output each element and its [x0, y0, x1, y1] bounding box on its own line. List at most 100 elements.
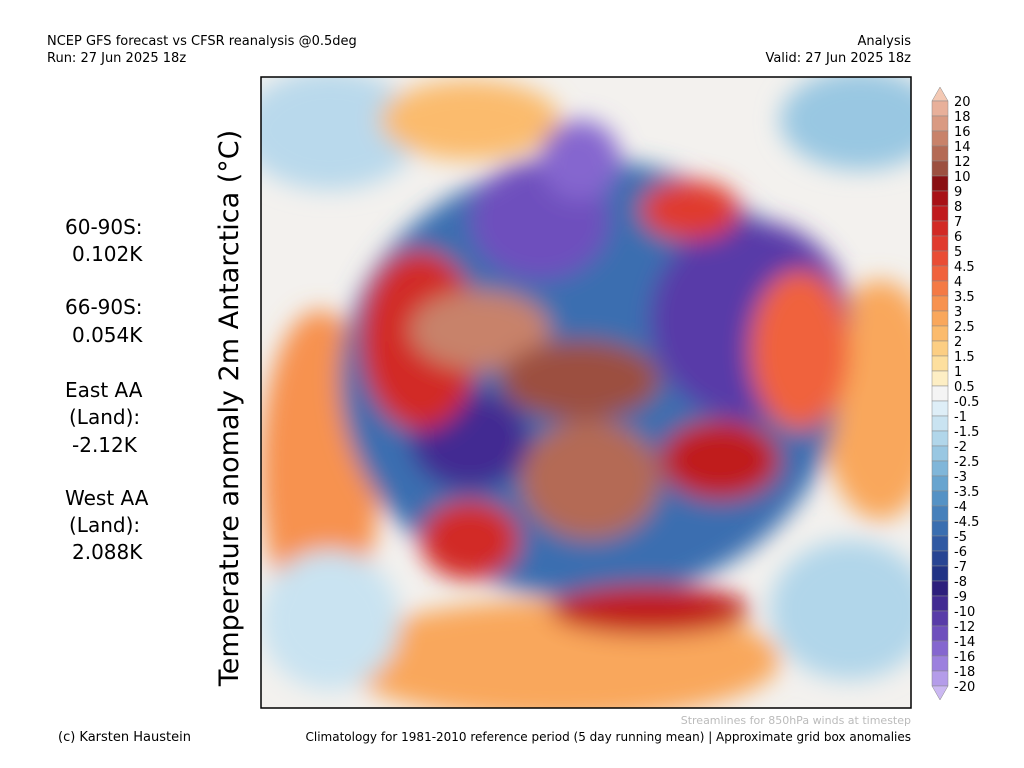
colorbar-label: 7 [954, 215, 962, 230]
valid-time: Valid: 27 Jun 2025 18z [765, 51, 911, 66]
colorbar-label: -14 [954, 635, 975, 650]
stat-line: West AA [65, 486, 149, 510]
climatology-note: Climatology for 1981-2010 reference peri… [306, 730, 912, 744]
colorbar-label: -20 [954, 680, 975, 695]
colorbar: 201816141210987654.543.532.521.510.5-0.5… [931, 86, 979, 701]
colorbar-segment [931, 190, 949, 207]
mode: Analysis [857, 34, 911, 49]
colorbar-segment [931, 490, 949, 507]
colorbar-label: 3.5 [954, 290, 975, 305]
colorbar-label: 14 [954, 140, 971, 155]
colorbar-label: 16 [954, 125, 971, 140]
colorbar-label: -8 [954, 575, 967, 590]
colorbar-segment [931, 610, 949, 627]
stat-line: -2.12K [72, 433, 138, 457]
colorbar-segment [931, 115, 949, 132]
colorbar-label: 8 [954, 200, 962, 215]
colorbar-label: -3.5 [954, 485, 979, 500]
streamline-note: Streamlines for 850hPa winds at timestep [681, 714, 911, 727]
colorbar-label: 6 [954, 230, 962, 245]
colorbar-segment [931, 505, 949, 522]
colorbar-segment [931, 130, 949, 147]
colorbar-segment [931, 250, 949, 267]
colorbar-segment [931, 400, 949, 417]
colorbar-label: -2 [954, 440, 967, 455]
colorbar-segment [931, 160, 949, 177]
stat-line: 2.088K [72, 540, 143, 564]
colorbar-segment [931, 220, 949, 237]
colorbar-segment [931, 625, 949, 642]
stat-line: 66-90S: [65, 295, 143, 319]
axis-label: Temperature anomaly 2m Antarctica (°C) [214, 130, 245, 687]
colorbar-label: 2.5 [954, 320, 975, 335]
colorbar-segment [931, 325, 949, 342]
colorbar-segment [931, 145, 949, 162]
stat-line: 0.102K [72, 242, 143, 266]
colorbar-label: -1.5 [954, 425, 979, 440]
colorbar-segment [931, 370, 949, 387]
anomaly-map [261, 77, 911, 708]
stats: 60-90S: 0.102K 66-90S: 0.054K East AA (Land):… [65, 215, 149, 564]
stat-line: (Land): [69, 513, 140, 537]
colorbar-segment [931, 595, 949, 612]
colorbar-label: 9 [954, 185, 962, 200]
stat-line: (Land): [69, 405, 140, 429]
credit: (c) Karsten Haustein [58, 730, 191, 745]
colorbar-label: -1 [954, 410, 967, 425]
colorbar-segment [931, 385, 949, 402]
colorbar-segment [931, 280, 949, 297]
colorbar-segment [931, 295, 949, 312]
colorbar-label: 12 [954, 155, 971, 170]
colorbar-segment [931, 100, 949, 117]
stat-line: 60-90S: [65, 215, 143, 239]
colorbar-label: 0.5 [954, 380, 975, 395]
colorbar-segment [931, 475, 949, 492]
colorbar-label: 5 [954, 245, 962, 260]
colorbar-label: 10 [954, 170, 971, 185]
title: NCEP GFS forecast vs CFSR reanalysis @0.… [47, 34, 357, 49]
colorbar-label: 20 [954, 95, 971, 110]
colorbar-segment [931, 175, 949, 192]
colorbar-label: -10 [954, 605, 975, 620]
colorbar-label: 4 [954, 275, 962, 290]
colorbar-label: -2.5 [954, 455, 979, 470]
colorbar-segment [931, 430, 949, 447]
colorbar-label: -4 [954, 500, 967, 515]
colorbar-segment [931, 640, 949, 657]
colorbar-label: -6 [954, 545, 967, 560]
colorbar-label: -3 [954, 470, 967, 485]
colorbar-label: -9 [954, 590, 967, 605]
colorbar-label: -18 [954, 665, 975, 680]
colorbar-segment [931, 265, 949, 282]
colorbar-segment [931, 355, 949, 372]
colorbar-label: 1 [954, 365, 962, 380]
colorbar-segment [931, 655, 949, 672]
colorbar-segment [931, 580, 949, 597]
colorbar-segment [931, 340, 949, 357]
colorbar-label: 3 [954, 305, 962, 320]
colorbar-label: 18 [954, 110, 971, 125]
colorbar-segment [931, 565, 949, 582]
colorbar-label: -12 [954, 620, 975, 635]
colorbar-label: 4.5 [954, 260, 975, 275]
run-time: Run: 27 Jun 2025 18z [47, 51, 186, 66]
colorbar-segment [931, 460, 949, 477]
stat-line: East AA [65, 378, 143, 402]
colorbar-segment [931, 415, 949, 432]
colorbar-segment [931, 235, 949, 252]
colorbar-segment [931, 535, 949, 552]
colorbar-cap [931, 685, 949, 701]
stat-line: 0.054K [72, 323, 143, 347]
colorbar-label: -0.5 [954, 395, 979, 410]
colorbar-segment [931, 205, 949, 222]
colorbar-segment [931, 520, 949, 537]
colorbar-segment [931, 445, 949, 462]
colorbar-label: -16 [954, 650, 975, 665]
colorbar-label: 2 [954, 335, 962, 350]
colorbar-segment [931, 670, 949, 687]
colorbar-label: 1.5 [954, 350, 975, 365]
map-frame [260, 76, 912, 709]
colorbar-label: -5 [954, 530, 967, 545]
colorbar-label: -7 [954, 560, 967, 575]
